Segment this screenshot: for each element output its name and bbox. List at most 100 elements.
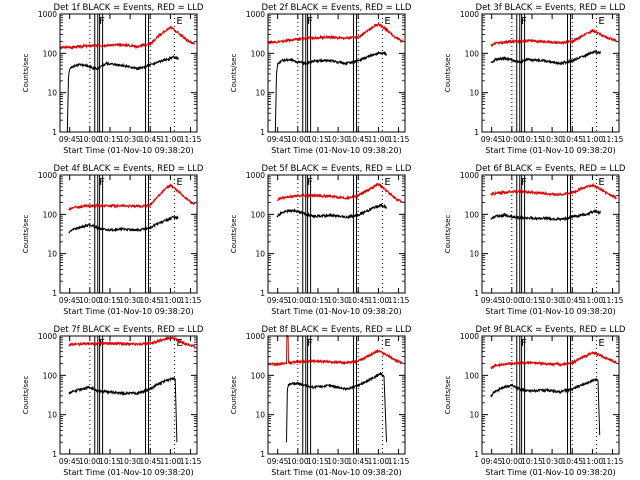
lld-series-line-7 — [68, 335, 196, 350]
x-tick-label-6: 10:00 — [501, 296, 523, 305]
marker-label-e-2: E — [384, 16, 390, 27]
y-tick-label-1: 1 — [52, 128, 57, 137]
y-tick-label-3: 100 — [465, 49, 480, 58]
events-series-line-2 — [274, 50, 387, 133]
y-tick-label-1: 100 — [43, 49, 58, 58]
x-tick-label-2: 10:15 — [307, 135, 329, 144]
x-tick-label-5: 11:00 — [368, 296, 390, 305]
events-series-line-4 — [68, 215, 179, 234]
y-tick-label-8: 100 — [251, 371, 266, 380]
marker-label-e-4: E — [176, 177, 182, 188]
lld-series-line-6 — [490, 182, 617, 200]
chart-panel-7: Det 7f BLACK = Events, RED = LLD Counts/s… — [22, 325, 204, 477]
y-tick-label-5: 100 — [251, 210, 266, 219]
x-tick-label-2: 09:45 — [267, 135, 289, 144]
x-tick-label-2: 11:15 — [388, 135, 410, 144]
x-tick-label-6: 09:45 — [481, 296, 503, 305]
chart-title-2: Det 2f BLACK = Events, RED = LLD — [262, 3, 412, 13]
y-axis-label-9: Counts/sec — [444, 376, 452, 415]
x-tick-label-1: 09:45 — [59, 135, 81, 144]
y-tick-label-9: 1000 — [460, 332, 479, 341]
chart-title-8: Det 8f BLACK = Events, RED = LLD — [262, 325, 412, 335]
lld-series-line-1 — [59, 25, 196, 51]
y-tick-label-2: 10 — [255, 89, 265, 98]
x-tick-label-8: 10:45 — [347, 457, 369, 466]
y-axis-label-8: Counts/sec — [230, 376, 238, 415]
lld-series-line-2 — [267, 21, 404, 45]
y-tick-label-6: 10 — [469, 250, 479, 259]
y-axis-label-4: Counts/sec — [22, 215, 30, 254]
marker-label-e-1: E — [176, 16, 182, 27]
x-tick-label-4: 10:30 — [119, 296, 141, 305]
y-axis-label-1: Counts/sec — [22, 54, 30, 93]
x-axis-label-8: Start Time (01-Nov-10 09:38:20) — [271, 468, 401, 477]
y-tick-label-2: 1 — [260, 128, 265, 137]
marker-label-e-3: E — [598, 16, 604, 27]
x-tick-label-4: 10:15 — [99, 296, 121, 305]
x-tick-label-7: 10:30 — [119, 457, 141, 466]
x-tick-label-1: 11:15 — [180, 135, 202, 144]
x-axis-label-6: Start Time (01-Nov-10 09:38:20) — [485, 307, 615, 316]
x-axis-label-2: Start Time (01-Nov-10 09:38:20) — [271, 146, 401, 155]
chart-panel-6: Det 6f BLACK = Events, RED = LLD Counts/s… — [444, 164, 626, 316]
x-tick-label-9: 10:45 — [561, 457, 583, 466]
chart-title-6: Det 6f BLACK = Events, RED = LLD — [476, 164, 626, 174]
y-tick-label-2: 100 — [251, 49, 266, 58]
x-tick-label-2: 11:00 — [368, 135, 390, 144]
y-tick-label-8: 1 — [260, 450, 265, 459]
chart-panel-3: Det 3f BLACK = Events, RED = LLD Counts/s… — [444, 3, 626, 155]
x-tick-label-7: 10:00 — [79, 457, 101, 466]
y-tick-label-3: 10 — [469, 89, 479, 98]
x-tick-label-2: 10:45 — [347, 135, 369, 144]
y-tick-label-5: 10 — [255, 250, 265, 259]
chart-panel-9: Det 9f BLACK = Events, RED = LLD Counts/s… — [444, 325, 626, 477]
events-series-line-8 — [286, 371, 387, 443]
chart-title-1: Det 1f BLACK = Events, RED = LLD — [54, 3, 204, 13]
x-tick-label-8: 11:15 — [388, 457, 410, 466]
y-tick-label-3: 1 — [474, 128, 479, 137]
x-tick-label-8: 10:30 — [327, 457, 349, 466]
x-tick-label-2: 10:00 — [287, 135, 309, 144]
x-tick-label-7: 11:15 — [180, 457, 202, 466]
x-tick-label-9: 10:00 — [501, 457, 523, 466]
x-tick-label-1: 10:00 — [79, 135, 101, 144]
x-tick-label-9: 10:30 — [541, 457, 563, 466]
x-tick-label-7: 10:45 — [139, 457, 161, 466]
plot-frame-1 — [59, 13, 198, 133]
marker-label-f-9: F — [521, 338, 527, 349]
x-tick-label-4: 11:00 — [160, 296, 182, 305]
chart-panel-1: Det 1f BLACK = Events, RED = LLD Counts/s… — [22, 3, 204, 155]
plot-frame-4 — [59, 174, 198, 294]
chart-title-4: Det 4f BLACK = Events, RED = LLD — [54, 164, 204, 174]
plot-frame-5 — [267, 174, 406, 294]
x-axis-label-9: Start Time (01-Nov-10 09:38:20) — [485, 468, 615, 477]
x-tick-label-5: 11:15 — [388, 296, 410, 305]
chart-title-5: Det 5f BLACK = Events, RED = LLD — [262, 164, 412, 174]
y-axis-label-2: Counts/sec — [230, 54, 238, 93]
x-tick-label-6: 11:00 — [582, 296, 604, 305]
y-tick-label-7: 1 — [52, 450, 57, 459]
y-tick-label-8: 1000 — [246, 332, 265, 341]
x-tick-label-7: 11:00 — [160, 457, 182, 466]
lld-series-line-8 — [267, 334, 403, 367]
marker-label-f-1: F — [99, 16, 105, 27]
y-tick-label-6: 1000 — [460, 171, 479, 180]
chart-title-7: Det 7f BLACK = Events, RED = LLD — [54, 325, 204, 335]
chart-panel-8: Det 8f BLACK = Events, RED = LLD Counts/s… — [230, 325, 412, 477]
plot-frame-7 — [59, 335, 198, 455]
events-series-line-1 — [66, 54, 179, 133]
x-tick-label-8: 11:00 — [368, 457, 390, 466]
y-tick-label-8: 10 — [255, 411, 265, 420]
x-tick-label-3: 09:45 — [481, 135, 503, 144]
plot-frame-8 — [267, 335, 406, 455]
y-tick-label-7: 10 — [47, 411, 57, 420]
x-tick-label-3: 10:30 — [541, 135, 563, 144]
marker-label-f-5: F — [307, 177, 313, 188]
plot-frame-3 — [481, 13, 620, 133]
x-tick-label-1: 10:15 — [99, 135, 121, 144]
x-tick-label-9: 11:15 — [602, 457, 624, 466]
y-tick-label-9: 10 — [469, 411, 479, 420]
marker-label-e-5: E — [384, 177, 390, 188]
marker-label-e-7: E — [176, 338, 182, 349]
